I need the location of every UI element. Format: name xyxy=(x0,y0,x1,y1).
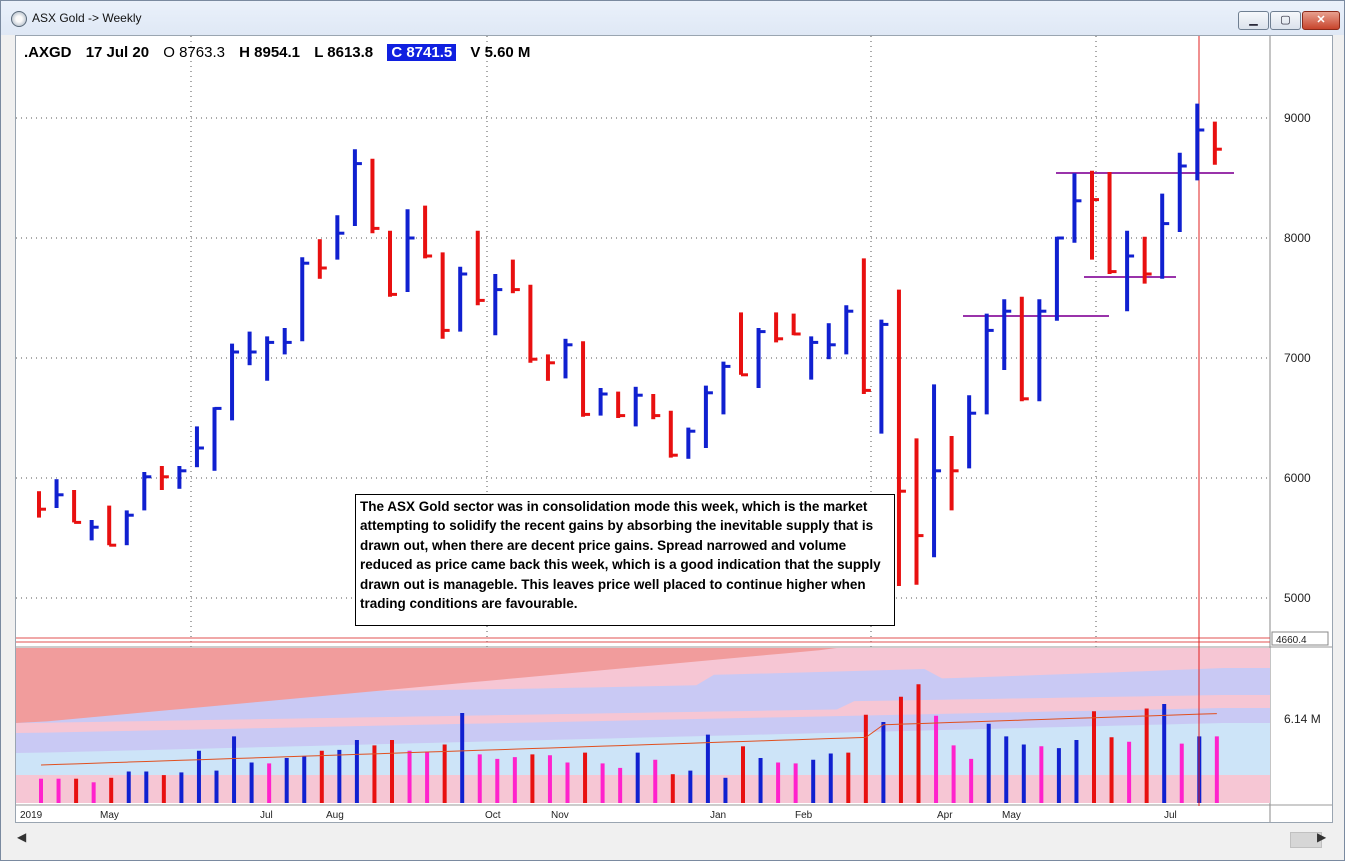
app-icon xyxy=(11,11,27,27)
volume-band-base xyxy=(16,775,1270,803)
symbol-label: .AXGD xyxy=(24,44,72,61)
price-tick-label: 7000 xyxy=(1284,351,1311,365)
ohlc-readout: .AXGD 17 Jul 20 O 8763.3 H 8954.1 L 8613… xyxy=(24,44,540,61)
time-tick-label: Aug xyxy=(326,810,344,821)
volume-average-line xyxy=(40,713,1217,766)
price-tick-label: 5000 xyxy=(1284,591,1311,605)
window-title: ASX Gold -> Weekly xyxy=(32,11,142,25)
time-tick-label: Jul xyxy=(1164,810,1177,821)
volume-tick-label: 6.14 M xyxy=(1284,712,1321,726)
open-value: O 8763.3 xyxy=(163,44,225,61)
time-tick-label: Apr xyxy=(937,810,953,821)
date-label: 17 Jul 20 xyxy=(85,44,150,61)
time-tick-label: Jan xyxy=(710,810,726,821)
maximize-button[interactable]: ▢ xyxy=(1270,11,1301,30)
commentary-note: The ASX Gold sector was in consolidation… xyxy=(355,494,895,626)
time-tick-label: Oct xyxy=(485,810,501,821)
time-tick-label: May xyxy=(1002,810,1021,821)
close-button[interactable]: ✕ xyxy=(1302,11,1340,30)
scroll-left-icon[interactable]: ◀ xyxy=(17,830,27,844)
last-value-marker xyxy=(1271,631,1329,646)
time-tick-label: Feb xyxy=(795,810,813,821)
close-value: C 8741.5 xyxy=(387,44,457,61)
volume-band-overlay xyxy=(16,648,1270,723)
price-tick-label: 8000 xyxy=(1284,231,1311,245)
price-volume-chart: 5000 6000 7000 8000 9000 4660.4 6.14 M 2019 May J… xyxy=(16,36,1332,822)
low-value: L 8613.8 xyxy=(314,44,374,61)
time-tick-label: May xyxy=(100,810,119,821)
chart-area[interactable]: 5000 6000 7000 8000 9000 4660.4 6.14 M 2019 May J… xyxy=(15,35,1333,823)
time-tick-label: Nov xyxy=(551,810,569,821)
volume-value: V 5.60 M xyxy=(470,44,531,61)
scroll-thumb[interactable] xyxy=(1290,832,1322,848)
price-tick-label: 9000 xyxy=(1284,111,1311,125)
minimize-button[interactable]: ▁ xyxy=(1238,11,1269,30)
title-bar: ASX Gold -> Weekly ▁ ▢ ✕ xyxy=(1,1,1344,35)
last-value-label: 4660.4 xyxy=(1276,635,1307,646)
high-value: H 8954.1 xyxy=(239,44,301,61)
time-tick-label: Jul xyxy=(260,810,273,821)
horizontal-scrollbar[interactable]: ◀ ▶ xyxy=(15,830,1331,848)
time-tick-label: 2019 xyxy=(20,810,43,821)
scroll-right-icon[interactable]: ▶ xyxy=(1317,830,1327,844)
price-tick-label: 6000 xyxy=(1284,471,1311,485)
